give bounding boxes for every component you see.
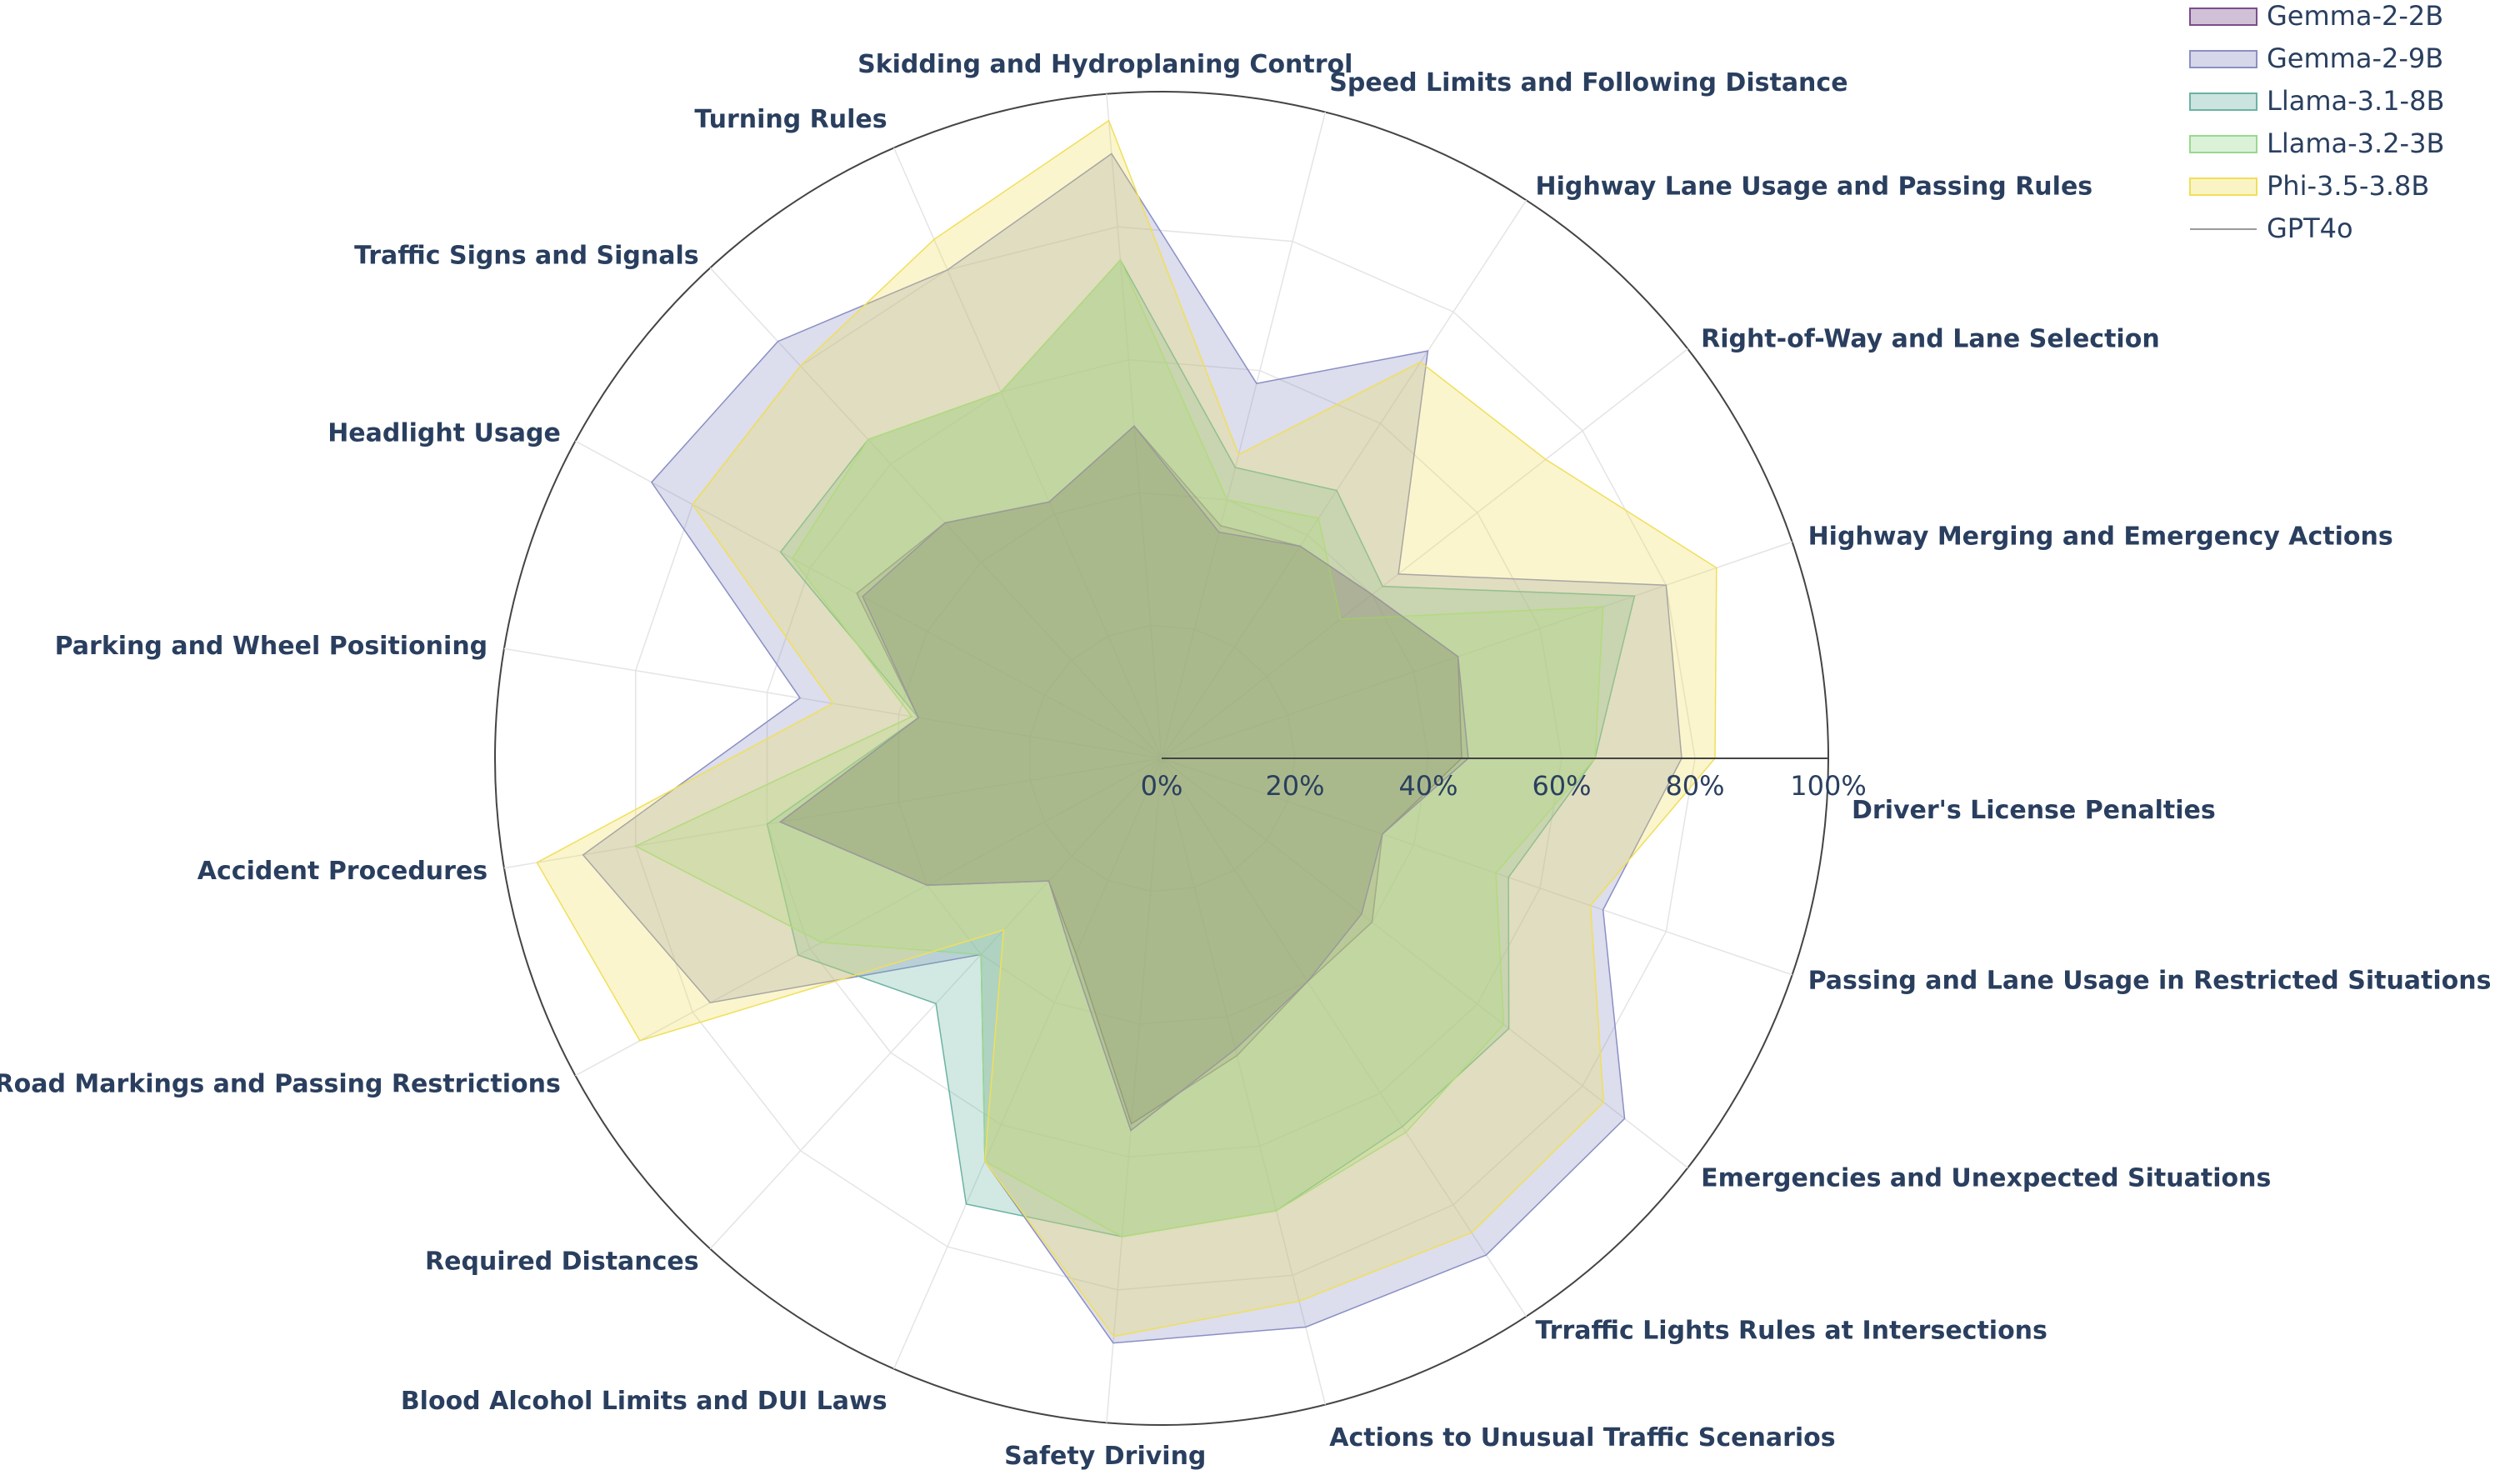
radial-tick-label: 80% xyxy=(1665,770,1724,802)
series-llama-3-2-3b[interactable] xyxy=(634,258,1604,1238)
spoke-2 xyxy=(1161,758,1688,1168)
spoke-16 xyxy=(1161,199,1528,759)
spoke-12 xyxy=(709,267,1162,759)
series-llama-3-1-8b[interactable] xyxy=(766,258,1636,1238)
legend-swatch xyxy=(2189,135,2258,153)
legend-label: Llama-3.1-8B xyxy=(2267,85,2444,117)
radial-axis: 0% 20% 40% 60% 80% 100% xyxy=(1141,758,1867,802)
category-label: Trraffic Lights Rules at Intersections xyxy=(1535,1316,2047,1345)
legend-item-gemma-2-9b[interactable]: Gemma-2-9B xyxy=(2189,42,2443,74)
legend-item-llama-3-1-8b[interactable]: Llama-3.1-8B xyxy=(2189,85,2444,117)
category-label: Right-of-Way and Lane Selection xyxy=(1701,324,2160,353)
category-label: Highway Merging and Emergency Actions xyxy=(1808,522,2393,552)
legend-item-llama-3-2-3b[interactable]: Llama-3.2-3B xyxy=(2189,128,2444,159)
spoke-3 xyxy=(1161,758,1528,1318)
category-label: Parking and Wheel Positioning xyxy=(55,632,488,661)
spoke-1 xyxy=(1161,758,1792,976)
category-label: Road Markings and Passing Restrictions xyxy=(0,1069,561,1098)
legend-swatch xyxy=(2189,50,2258,68)
category-label: Driver's License Penalties xyxy=(1852,796,2216,825)
radar-series-layer xyxy=(536,119,1718,1344)
radial-tick-label: 60% xyxy=(1532,770,1591,802)
series-phi-3-5-3-8b[interactable] xyxy=(536,119,1718,1338)
category-labels: Driver's License Penalties Passing and La… xyxy=(0,50,2492,1470)
spoke-13 xyxy=(892,148,1162,759)
legend-label: Gemma-2-2B xyxy=(2267,0,2443,32)
grid-ring-20 xyxy=(1029,624,1296,892)
legend-swatch xyxy=(2189,92,2258,111)
spoke-8 xyxy=(575,758,1162,1077)
grid-ring-40 xyxy=(898,492,1429,1025)
spoke-17 xyxy=(1161,348,1688,759)
legend-label: Phi-3.5-3.8B xyxy=(2267,170,2429,202)
spoke-4 xyxy=(1161,758,1327,1405)
legend-item-gemma-2-2b[interactable]: Gemma-2-2B xyxy=(2189,0,2443,32)
spoke-9 xyxy=(503,758,1162,869)
legend-label: Gemma-2-9B xyxy=(2267,42,2443,74)
category-label: Accident Procedures xyxy=(198,857,488,886)
spoke-5 xyxy=(1106,758,1162,1423)
series-gpt4o[interactable] xyxy=(778,425,1469,1132)
category-label: Blood Alcohol Limits and DUI Laws xyxy=(401,1387,888,1416)
category-label: Passing and Lane Usage in Restricted Sit… xyxy=(1808,966,2492,995)
category-label: Required Distances xyxy=(425,1247,699,1276)
category-label: Turning Rules xyxy=(694,105,887,134)
legend-item-gpt4o[interactable]: GPT4o xyxy=(2190,212,2353,244)
legend-label: Llama-3.2-3B xyxy=(2267,128,2444,159)
grid-ring-60 xyxy=(766,358,1562,1158)
legend-item-phi-3-5-3-8b[interactable]: Phi-3.5-3.8B xyxy=(2189,170,2429,202)
category-label: Emergencies and Unexpected Situations xyxy=(1701,1164,2271,1193)
spoke-18 xyxy=(1161,541,1792,759)
legend-swatch xyxy=(2189,178,2258,196)
category-label: Speed Limits and Following Distance xyxy=(1329,68,1848,98)
category-label: Skidding and Hydroplaning Control xyxy=(858,50,1352,79)
category-label: Traffic Signs and Signals xyxy=(354,242,699,271)
series-gemma-2-9b[interactable] xyxy=(582,152,1682,1344)
radial-tick-label: 40% xyxy=(1398,770,1458,802)
spoke-6 xyxy=(892,758,1162,1369)
legend[interactable]: Gemma-2-2B Gemma-2-9B Llama-3.1-8B Llama-3.… xyxy=(2189,0,2444,244)
legend-swatch xyxy=(2189,8,2258,26)
category-label: Headlight Usage xyxy=(328,419,561,448)
legend-label: GPT4o xyxy=(2267,212,2353,244)
spoke-15 xyxy=(1161,112,1327,759)
spoke-11 xyxy=(575,440,1162,759)
category-label: Actions to Unusual Traffic Scenarios xyxy=(1329,1423,1835,1452)
grid-ring-80 xyxy=(634,226,1696,1291)
radial-tick-label: 0% xyxy=(1141,770,1183,802)
category-label: Highway Lane Usage and Passing Rules xyxy=(1535,172,2092,202)
radial-tick-label: 20% xyxy=(1265,770,1324,802)
radial-tick-label: 100% xyxy=(1790,770,1866,802)
category-label: Safety Driving xyxy=(1004,1442,1206,1470)
